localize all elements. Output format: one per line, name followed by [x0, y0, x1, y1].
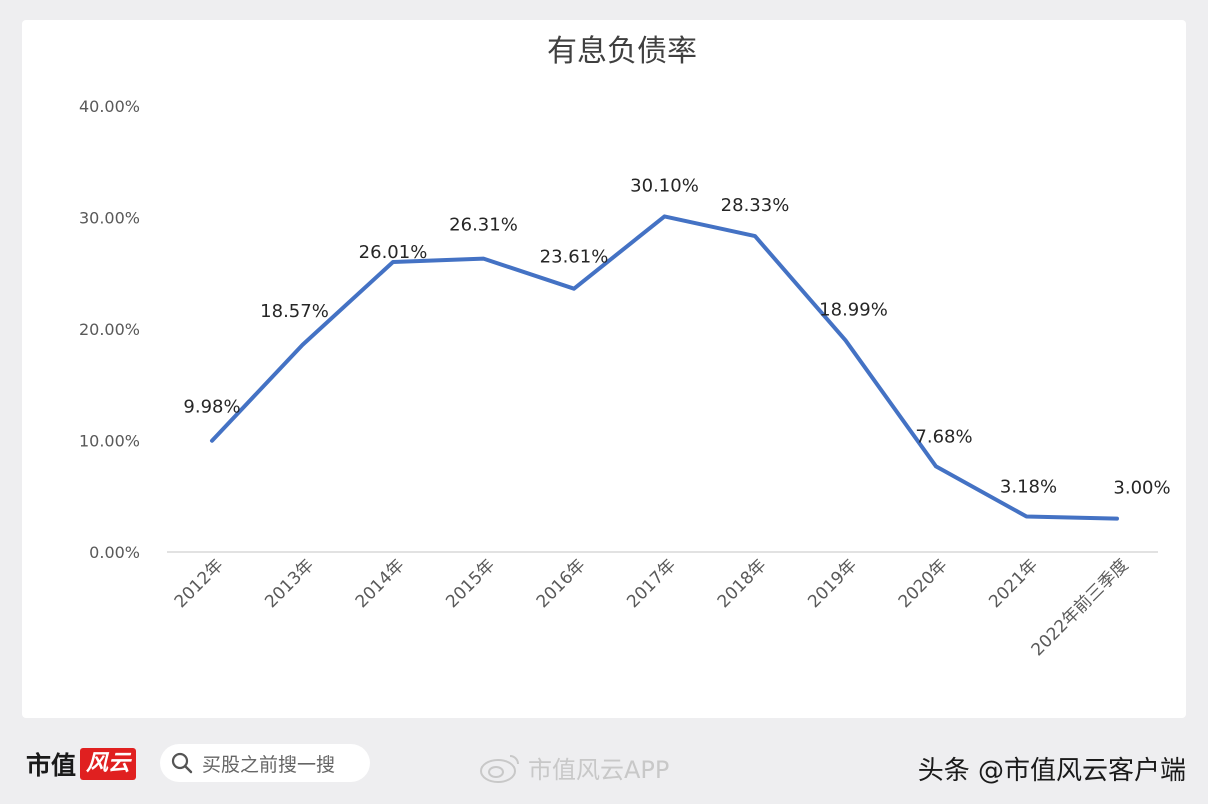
x-tick-label: 2021年 — [985, 555, 1042, 612]
watermark-source: 市值风云APP — [478, 750, 669, 785]
y-axis: 0.00% 10.00% 20.00% 30.00% 40.00% — [79, 97, 140, 562]
x-tick-label: 2012年 — [171, 555, 228, 612]
brand-logo-badge: 风云 — [80, 748, 137, 780]
chart-card: 有息负债率 0.00% 10.00% 20.00% 30.00% 40.00% 2012… — [22, 20, 1186, 718]
search-icon — [171, 752, 193, 774]
data-label: 9.98% — [183, 397, 240, 418]
x-tick-label: 2019年 — [804, 555, 861, 612]
x-axis: 2012年 2013年 2014年 2015年 2016年 2017年 2018年 2019年… — [171, 555, 1133, 660]
headline-credit: 头条 @市值风云客户端 — [917, 756, 1186, 786]
x-tick-label: 2013年 — [261, 555, 318, 612]
data-label: 7.68% — [915, 426, 972, 447]
series-line — [210, 214, 1119, 521]
footer-bar: 市值 风云 买股之前搜一搜 市值风云APP 头条 @市值风云客户端 — [0, 720, 1208, 804]
search-placeholder: 买股之前搜一搜 — [202, 753, 336, 776]
chart-title: 有息负债率 — [547, 34, 697, 69]
x-tick-label: 2014年 — [352, 555, 409, 612]
data-label: 26.01% — [359, 242, 428, 263]
x-tick-label: 2017年 — [623, 555, 680, 612]
data-label: 23.61% — [540, 247, 609, 268]
weibo-icon — [480, 754, 519, 783]
data-label: 18.99% — [819, 299, 888, 320]
brand-logo: 市值 风云 — [26, 746, 137, 782]
data-label: 28.33% — [721, 195, 790, 216]
y-tick-label: 0.00% — [89, 543, 140, 562]
data-label: 3.18% — [1000, 477, 1057, 498]
brand-name: 市值 — [26, 751, 77, 780]
x-tick-label: 2015年 — [442, 555, 499, 612]
data-label: 18.57% — [260, 301, 329, 322]
data-labels: 9.98% 18.57% 26.01% 26.31% 23.61% 30.10% 28.33… — [183, 175, 1170, 498]
y-tick-label: 30.00% — [79, 209, 140, 228]
x-tick-label: 2018年 — [714, 555, 771, 612]
search-box[interactable]: 买股之前搜一搜 — [160, 744, 370, 782]
watermark-text: 市值风云APP — [528, 756, 670, 784]
y-tick-label: 40.00% — [79, 97, 140, 116]
x-tick-label: 2016年 — [533, 555, 590, 612]
x-tick-label: 2020年 — [895, 555, 952, 612]
x-tick-label: 2022年前三季度 — [1028, 555, 1133, 660]
data-label: 3.00% — [1113, 478, 1170, 499]
y-tick-label: 10.00% — [79, 432, 140, 451]
data-label: 30.10% — [630, 175, 699, 196]
line-chart: 有息负债率 0.00% 10.00% 20.00% 30.00% 40.00% 2012… — [79, 34, 1171, 660]
data-label: 26.31% — [449, 215, 518, 236]
y-tick-label: 20.00% — [79, 320, 140, 339]
